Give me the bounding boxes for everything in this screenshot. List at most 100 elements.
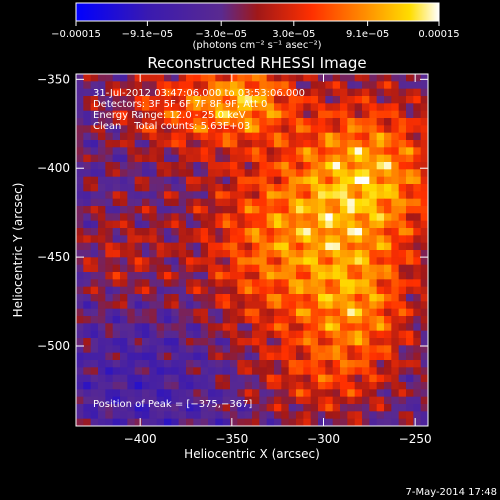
heatmap-cell [274, 220, 282, 229]
heatmap-cell [252, 294, 260, 302]
heatmap-cell [376, 235, 385, 244]
heatmap-cell [83, 132, 92, 141]
heatmap-cell [391, 169, 400, 178]
heatmap-cell [332, 162, 341, 170]
heatmap-cell [208, 228, 216, 236]
heatmap-cell [83, 220, 92, 229]
heatmap-cell [105, 162, 114, 170]
heatmap-cell [354, 132, 363, 141]
heatmap-cell [171, 374, 180, 383]
heatmap-cell [76, 272, 84, 280]
heatmap-cell [259, 213, 268, 222]
x-tick-label: −400 [124, 432, 157, 446]
heatmap-cell [310, 74, 319, 82]
heatmap-cell [134, 308, 143, 317]
heatmap-cell [369, 235, 378, 244]
heatmap-cell [208, 96, 216, 104]
heatmap-cell [193, 118, 202, 126]
heatmap-cell [391, 308, 400, 317]
heatmap-cell [134, 132, 143, 141]
heatmap-cell [325, 74, 334, 82]
heatmap-cell [362, 411, 370, 420]
heatmap-cell [76, 125, 84, 134]
heatmap-cell [222, 118, 231, 126]
heatmap-cell [156, 228, 165, 236]
heatmap-cell [281, 140, 290, 148]
heatmap-cell [369, 162, 378, 170]
heatmap-cell [296, 132, 304, 141]
heatmap-cell [296, 257, 304, 266]
heatmap-cell [149, 308, 158, 317]
heatmap-cell [142, 418, 150, 427]
heatmap-cell [398, 125, 407, 134]
heatmap-cell [340, 411, 348, 420]
heatmap-cell [222, 198, 231, 207]
heatmap-cell [193, 140, 202, 148]
heatmap-cell [347, 176, 356, 185]
heatmap-cell [281, 250, 290, 258]
heatmap-cell [281, 88, 290, 97]
heatmap-cell [186, 286, 194, 295]
heatmap-cell [134, 301, 143, 310]
heatmap-cell [105, 301, 114, 310]
heatmap-cell [420, 308, 429, 317]
heatmap-cell [384, 316, 392, 324]
heatmap-cell [398, 154, 407, 163]
heatmap-cell [98, 169, 106, 178]
heatmap-cell [420, 147, 429, 156]
heatmap-cell [332, 374, 341, 383]
heatmap-cell [274, 272, 282, 280]
heatmap-cell [98, 242, 106, 251]
heatmap-cell [252, 198, 260, 207]
heatmap-cell [406, 88, 414, 97]
heatmap-cell [156, 345, 165, 354]
heatmap-cell [252, 382, 260, 390]
heatmap-cell [259, 367, 268, 376]
heatmap-cell [252, 257, 260, 266]
heatmap-cell [186, 125, 194, 134]
heatmap-cell [369, 330, 378, 339]
heatmap-cell [310, 140, 319, 148]
heatmap-cell [215, 360, 224, 368]
heatmap-cell [186, 220, 194, 229]
heatmap-cell [171, 301, 180, 310]
heatmap-cell [171, 352, 180, 361]
annotation-block: 31-Jul-2012 03:47:06.000 to 03:53:06.000… [93, 88, 305, 410]
heatmap-cell [303, 279, 312, 288]
heatmap-cell [266, 110, 275, 119]
heatmap-cell [288, 125, 297, 134]
heatmap-cell [208, 184, 216, 192]
heatmap-cell [259, 96, 268, 104]
heatmap-cell [90, 323, 99, 332]
heatmap-cell [325, 411, 334, 420]
heatmap-cell [318, 88, 326, 97]
heatmap-cell [230, 411, 238, 420]
heatmap-cell [340, 125, 348, 134]
heatmap-cell [178, 235, 187, 244]
heatmap-cell [237, 272, 246, 280]
heatmap-cell [347, 162, 356, 170]
heatmap-cell [83, 374, 92, 383]
heatmap-cell [369, 367, 378, 376]
heatmap-cell [310, 279, 319, 288]
heatmap-cell [362, 360, 370, 368]
heatmap-cell [354, 118, 363, 126]
heatmap-cell [120, 147, 128, 156]
heatmap-cell [230, 330, 238, 339]
heatmap-cell [406, 404, 414, 412]
heatmap-cell [413, 374, 422, 383]
footer-date: 7-May-2014 17:48 [405, 487, 497, 498]
heatmap-cell [98, 257, 106, 266]
heatmap-cell [325, 323, 334, 332]
heatmap-cell [274, 154, 282, 163]
heatmap-cell [186, 330, 194, 339]
heatmap-cell [398, 96, 407, 104]
heatmap-cell [325, 345, 334, 354]
heatmap-cell [120, 389, 128, 398]
heatmap-cell [420, 242, 429, 251]
heatmap-cell [149, 411, 158, 420]
heatmap-cell [222, 228, 231, 236]
heatmap-cell [200, 184, 209, 192]
heatmap-cell [76, 235, 84, 244]
heatmap-cell [98, 110, 106, 119]
